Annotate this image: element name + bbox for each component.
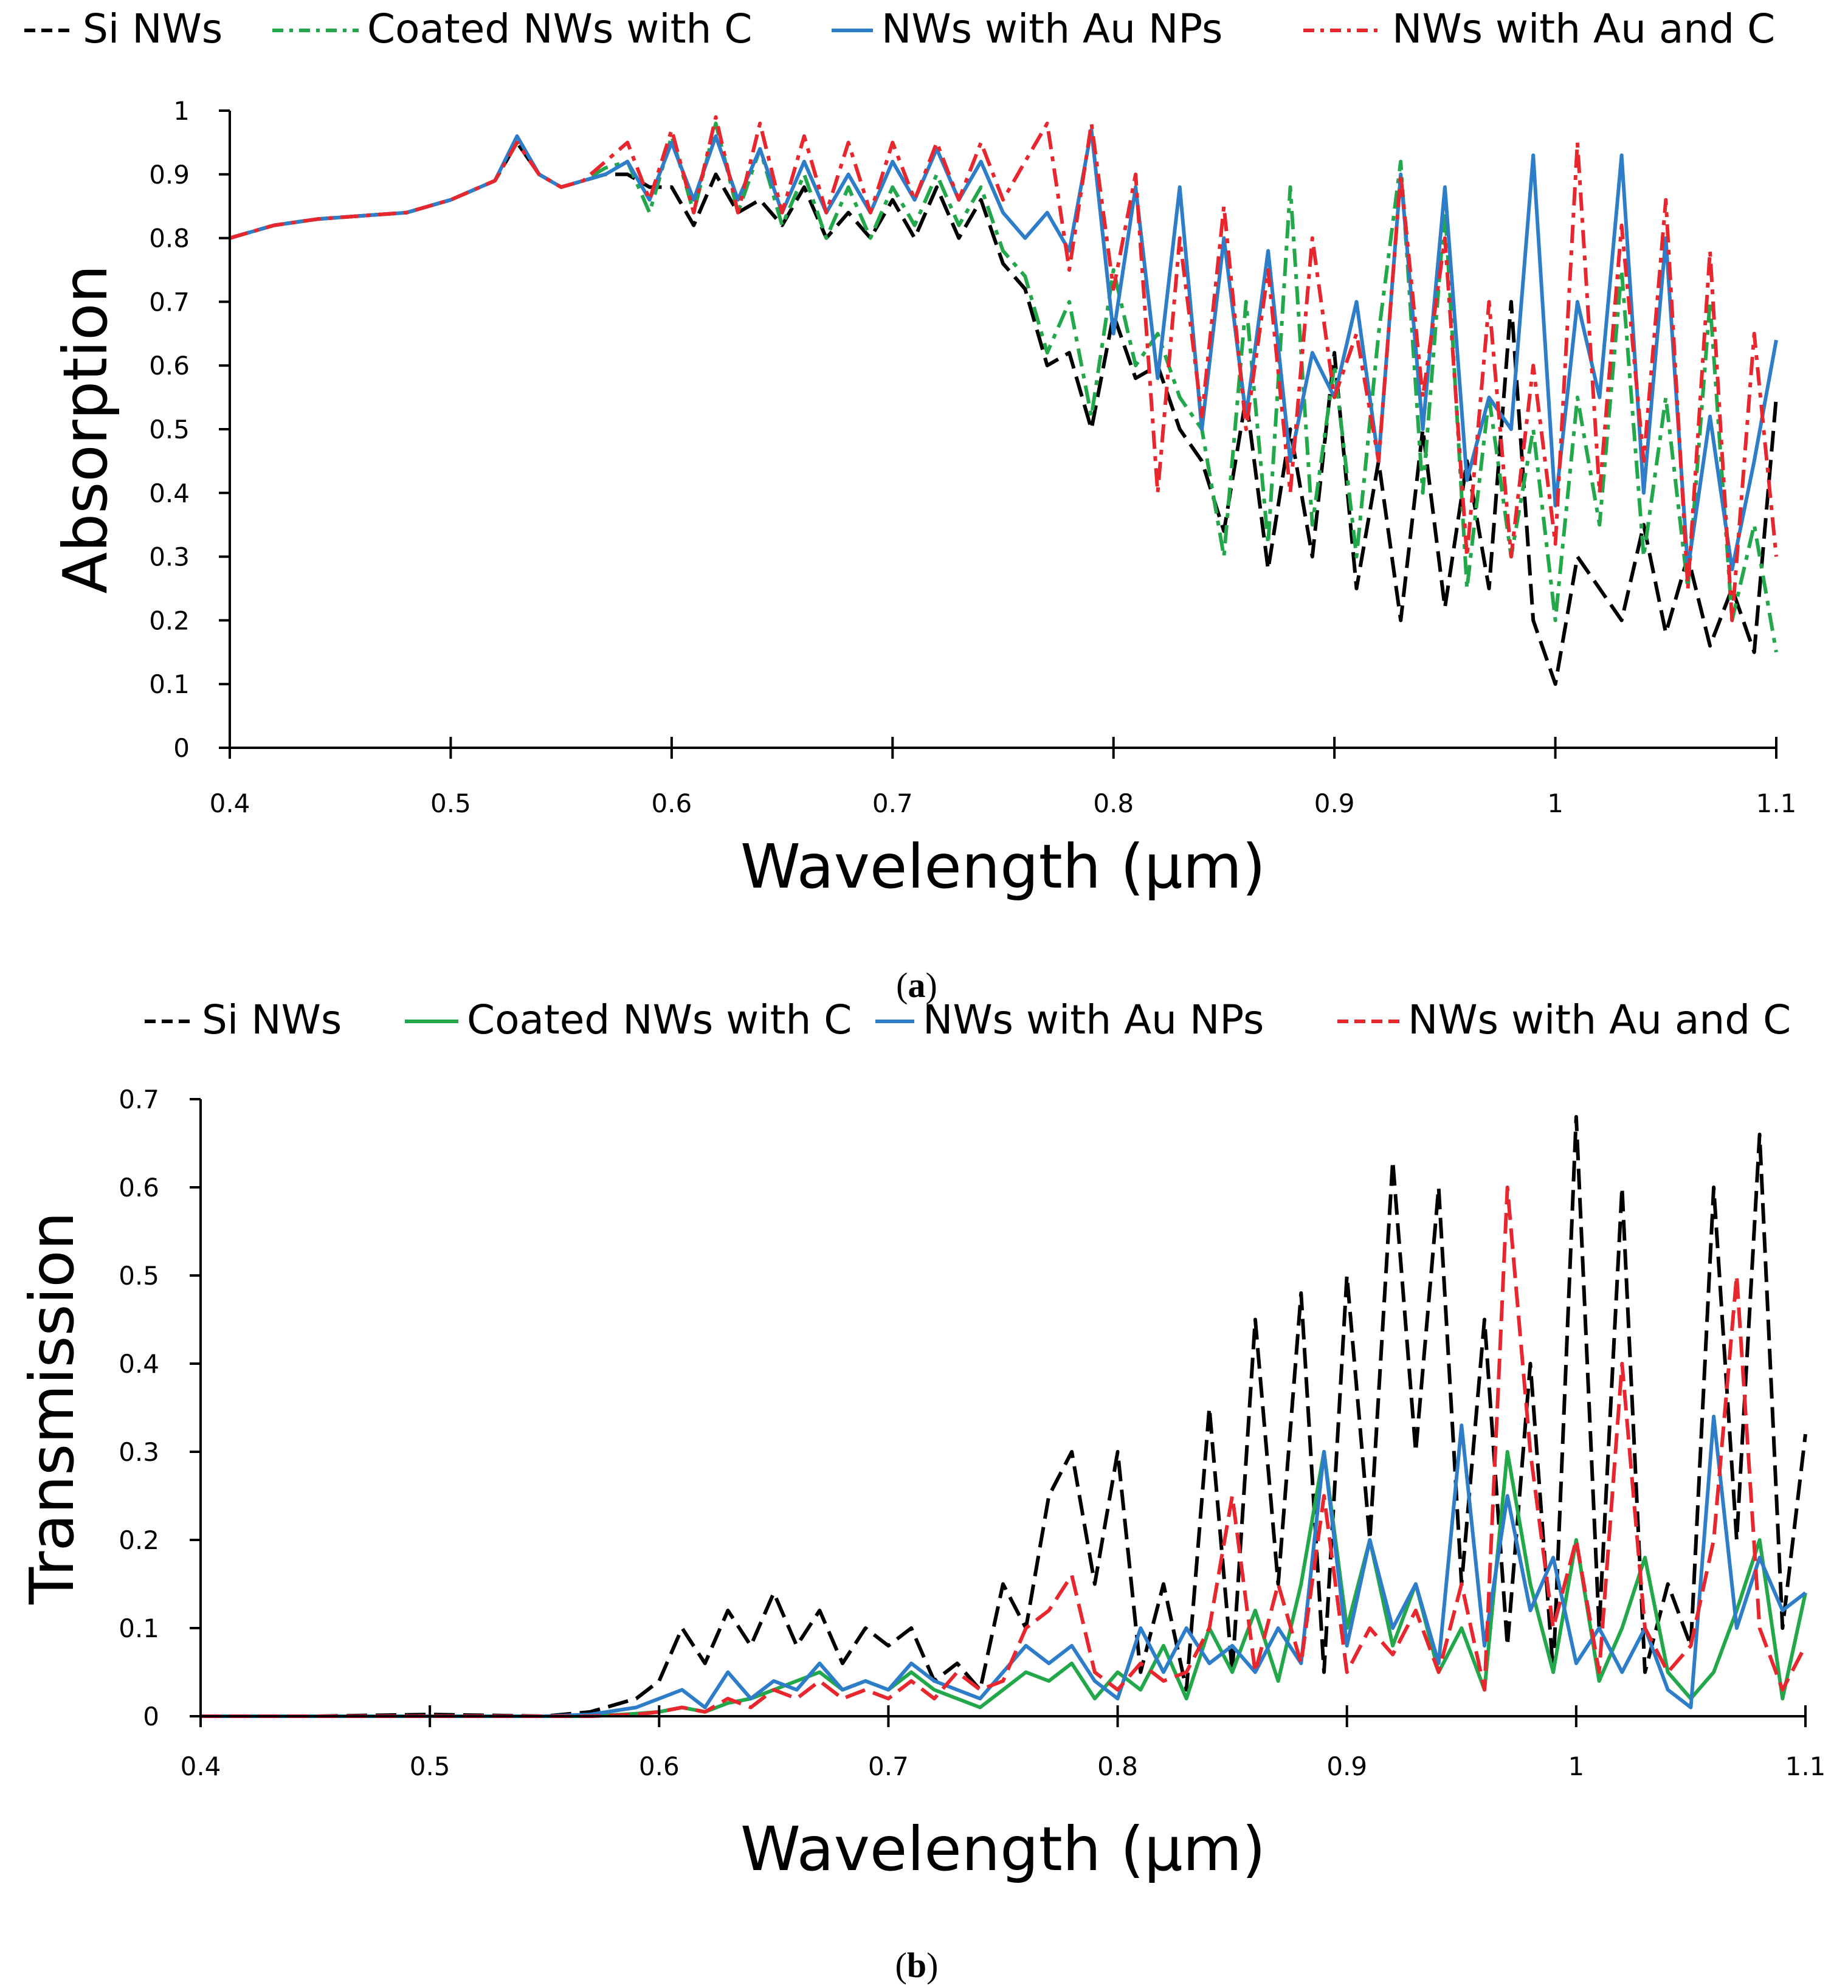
panel-b-x-tick-label: 0.9 [1326,1752,1367,1781]
panel-a-x-tick-label: 0.4 [210,789,250,818]
panel-a-series-3-line [229,115,1778,623]
panel-a-y-tick-label: 0.2 [149,606,190,635]
panel-a-x-tick-label: 0.5 [430,789,471,818]
panel-a-legend-label: Coated NWs with C [367,5,752,52]
panel-b-y-tick-label: 0 [143,1702,159,1731]
panel-b-caption-open-paren: ( [895,1945,907,1985]
panel-a-y-tick-label: 0.1 [149,669,190,699]
panel-b-legend-label: NWs with Au and C [1408,996,1791,1043]
panel-b-x-axis-label: Wavelength (µm) [740,1814,1266,1885]
panel-a-series-1-line [229,122,1778,653]
panel-b-x-tick-label: 0.4 [181,1752,221,1781]
panel-b-x-tick-label: 0.6 [639,1752,680,1781]
panel-b-y-tick-label: 0.3 [119,1437,159,1467]
panel-a-legend: Si NWs Coated NWs with C NWs with Au NPs NW… [24,5,1775,52]
panel-b-ticks: 0.4 0.5 0.6 0.7 0.8 0.9 1 1.1 0 0.1 0.2 0.3 0.4 0.5 0.… [119,1085,1826,1781]
panel-b-x-tick-label: 0.7 [868,1752,909,1781]
panel-a-plot-lines [229,115,1778,686]
panel-b-x-tick-label: 0.8 [1097,1752,1138,1781]
panel-b-legend-label: NWs with Au NPs [923,996,1264,1043]
panel-b-x-tick-label: 1 [1568,1752,1584,1781]
panel-a-x-tick-label: 0.8 [1093,789,1134,818]
panel-a-y-tick-label: 0.9 [149,160,190,190]
panel-b-x-tick-label: 1.1 [1785,1752,1826,1781]
panel-a-chart: Si NWs Coated NWs with C NWs with Au NPs NW… [24,5,1796,1005]
panel-a-x-tick-label: 0.9 [1314,789,1355,818]
panel-a-x-tick-label: 1.1 [1756,789,1797,818]
panel-b-legend-label: Si NWs [202,996,342,1043]
panel-b-y-tick-label: 0.7 [119,1085,159,1114]
panel-b-caption-close-paren: ) [926,1945,938,1985]
panel-b-y-tick-label: 0.5 [119,1261,159,1291]
panel-b-axes [199,1099,1805,1717]
panel-a-y-tick-label: 0.5 [149,415,190,444]
panel-b-legend: Si NWs Coated NWs with C NWs with Au NPs NW… [145,996,1791,1043]
panel-b-series-2-line [201,1415,1807,1718]
panel-a-x-tick-label: 0.6 [651,789,692,818]
panel-a-y-tick-label: 0.6 [149,351,190,381]
panel-a-caption-close-paren: ) [926,965,937,1005]
panel-b-y-axis-label: Transmission [16,1212,88,1605]
panel-a-legend-label: NWs with Au and C [1392,5,1775,52]
panel-b-y-tick-label: 0.6 [119,1173,159,1203]
panel-a-legend-label: NWs with Au NPs [881,5,1222,52]
panel-a-y-tick-label: 0.8 [149,224,190,254]
panel-a-y-axis-label: Absorption [50,264,121,593]
panel-a-y-tick-label: 0.7 [149,287,190,317]
panel-a-y-tick-label: 0.4 [149,478,190,508]
panel-b-x-tick-label: 0.5 [410,1752,450,1781]
panel-a-x-tick-label: 1 [1547,789,1564,818]
panel-b-caption-letter: b [907,1945,926,1985]
panel-b-chart: Si NWs Coated NWs with C NWs with Au NPs NW… [16,996,1826,1985]
panel-a-x-tick-label: 0.7 [872,789,913,818]
panel-b-caption: (b) [895,1945,939,1985]
panel-a-legend-label: Si NWs [83,5,222,52]
panel-b-y-tick-label: 0.2 [119,1525,159,1555]
panel-a-series-2-line [229,128,1778,571]
panel-a-ticks: 0.4 0.5 0.6 0.7 0.8 0.9 1 1.1 0 0.1 0.2 0.3 0.4 0.5 0.… [149,96,1796,818]
panel-a-caption: (a) [896,965,937,1005]
panel-a-x-axis-label: Wavelength (µm) [740,831,1266,902]
panel-a-y-tick-label: 1 [173,96,190,126]
panel-a-y-tick-label: 0 [173,733,190,763]
panel-b-legend-label: Coated NWs with C [467,996,852,1043]
panel-a-caption-open-paren: ( [896,965,908,1005]
panel-b-y-tick-label: 0.1 [119,1614,159,1643]
panel-a-caption-letter: a [908,965,926,1005]
panel-b-y-tick-label: 0.4 [119,1349,159,1379]
panel-b-series-0-line [201,1115,1807,1718]
panel-b-series-3-line [201,1186,1807,1718]
panel-b-plot-lines [201,1115,1807,1718]
panel-a-y-tick-label: 0.3 [149,542,190,572]
